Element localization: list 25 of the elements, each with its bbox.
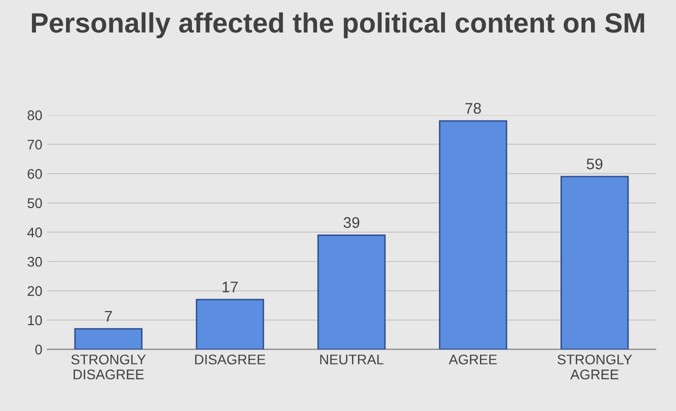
bar — [438, 120, 508, 350]
x-tick-label: NEUTRAL — [320, 354, 384, 364]
y-tick-label: 50 — [28, 198, 42, 208]
y-tick-label: 30 — [28, 256, 42, 267]
y-tick-label: 80 — [28, 110, 42, 120]
data-label: 78 — [465, 102, 481, 114]
bar — [317, 234, 386, 350]
x-tick-label: DISAGREE — [195, 354, 266, 364]
chart-title: Personally affected the political content on SM — [32, 12, 644, 38]
x-tick-label: STRONGLY DISAGREE — [71, 354, 146, 380]
y-tick-label: 0 — [35, 344, 42, 355]
data-label: 59 — [586, 158, 602, 170]
y-tick-label: 20 — [28, 286, 42, 296]
x-tick-label: STRONGLY AGREE — [558, 354, 632, 380]
data-label: 7 — [104, 311, 112, 322]
data-label: 39 — [344, 217, 360, 228]
y-tick-label: 60 — [28, 168, 42, 179]
bar — [74, 328, 143, 350]
data-label: 17 — [222, 282, 238, 292]
bar — [560, 176, 629, 350]
x-tick-label: AGREE — [448, 354, 497, 364]
y-tick-label: 10 — [28, 315, 42, 326]
y-tick-label: 40 — [27, 228, 42, 238]
bar — [196, 298, 264, 350]
y-tick-label: 70 — [28, 140, 42, 150]
